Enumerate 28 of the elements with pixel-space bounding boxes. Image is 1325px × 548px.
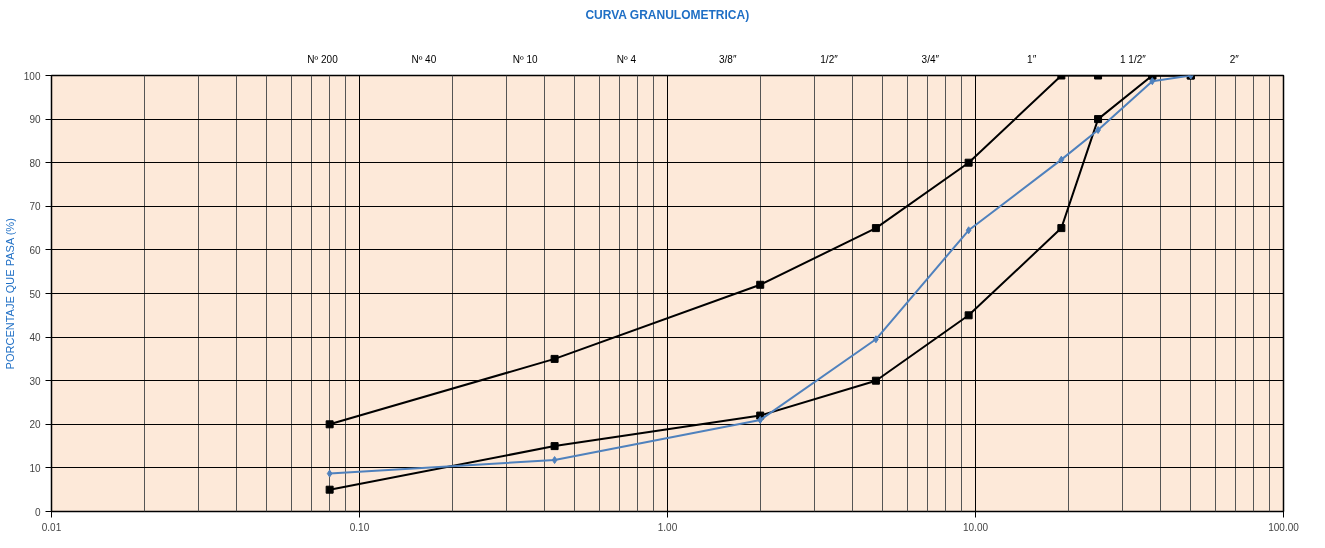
y-tick-label: 60 <box>29 244 41 256</box>
x-tick-label: 0.10 <box>349 521 370 533</box>
text: 3/4″ <box>921 54 940 65</box>
y-axis-title: PORCENTAJE QUE PASA (%) <box>3 218 16 370</box>
x-tick-label: 10.00 <box>962 521 989 533</box>
text: 3/8″ <box>719 54 737 65</box>
text: 1/2″ <box>820 54 839 65</box>
y-tick-label: 90 <box>29 114 41 126</box>
text: 1″ <box>1027 54 1037 65</box>
x-tick-label: 100.00 <box>1268 521 1300 533</box>
y-tick-label: 40 <box>29 332 41 344</box>
text: Nº 40 <box>411 54 437 65</box>
chart-title: CURVA GRANULOMETRICA) <box>585 7 750 22</box>
text: Nº 4 <box>616 54 637 65</box>
y-tick-label: 100 <box>23 70 41 82</box>
text: 1 1/2″ <box>1120 54 1147 65</box>
y-tick-label: 30 <box>29 375 41 387</box>
y-tick-label: 80 <box>29 157 41 169</box>
y-tick-label: 50 <box>29 288 41 300</box>
text: Nº 200 <box>307 54 339 65</box>
text: 2″ <box>1229 54 1240 65</box>
x-tick-label: 1.00 <box>657 521 678 533</box>
y-tick-label: 10 <box>29 462 41 474</box>
y-tick-label: 20 <box>29 419 41 431</box>
x-tick-label: 0.01 <box>41 521 62 533</box>
text: Nº 10 <box>512 54 538 65</box>
y-tick-label: 0 <box>34 506 41 518</box>
y-tick-label: 70 <box>29 201 41 213</box>
